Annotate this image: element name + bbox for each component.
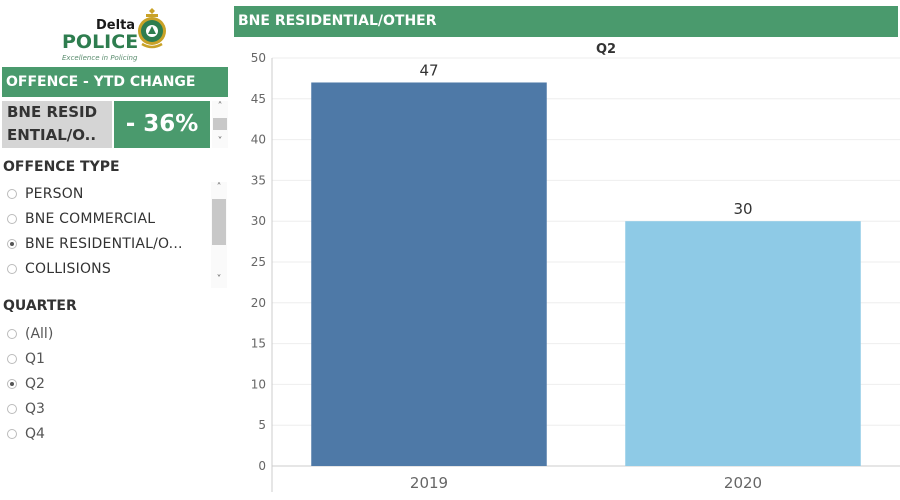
radio-icon[interactable] bbox=[7, 329, 17, 339]
radio-icon[interactable] bbox=[7, 404, 17, 414]
ytd-scrollbar[interactable]: ˄ ˅ bbox=[212, 101, 228, 148]
quarter-option-label: Q4 bbox=[25, 426, 45, 442]
y-tick-label: 50 bbox=[251, 51, 266, 65]
ytd-change-header: OFFENCE - YTD CHANGE bbox=[2, 67, 228, 97]
quarter-option-label: Q2 bbox=[25, 376, 45, 392]
radio-selected-icon[interactable] bbox=[7, 239, 17, 249]
radio-icon[interactable] bbox=[7, 354, 17, 364]
ytd-change-card: BNE RESID ENTIAL/O.. - 36% ˄ ˅ bbox=[2, 101, 228, 148]
scroll-down-icon[interactable]: ˅ bbox=[217, 136, 223, 147]
radio-icon[interactable] bbox=[7, 264, 17, 274]
delta-police-logo: Delta POLICE Excellence in Policing bbox=[58, 4, 178, 62]
offence-option-label: COLLISIONS bbox=[25, 261, 111, 277]
offence-option-bne-commercial[interactable]: BNE COMMERCIAL bbox=[7, 208, 155, 230]
x-tick-label: 2019 bbox=[410, 474, 448, 492]
offence-scrollbar[interactable]: ˄ ˅ bbox=[211, 182, 227, 288]
quarter-option-all[interactable]: (All) bbox=[7, 323, 53, 345]
y-tick-label: 35 bbox=[251, 173, 266, 187]
panel-label: Q2 bbox=[596, 42, 616, 57]
quarter-option-label: Q1 bbox=[25, 351, 45, 367]
radio-icon[interactable] bbox=[7, 189, 17, 199]
quarter-title: QUARTER bbox=[3, 298, 77, 314]
quarter-option-label: Q3 bbox=[25, 401, 45, 417]
offence-option-person[interactable]: PERSON bbox=[7, 183, 84, 205]
logo-tagline: Excellence in Policing bbox=[62, 54, 138, 62]
ytd-offence-name: BNE RESID ENTIAL/O.. bbox=[2, 101, 112, 148]
quarter-option-q4[interactable]: Q4 bbox=[7, 423, 45, 445]
offence-option-label: BNE COMMERCIAL bbox=[25, 211, 156, 227]
scroll-down-icon[interactable]: ˅ bbox=[216, 274, 222, 285]
data-label: 30 bbox=[733, 200, 752, 218]
quarter-option-label: (All) bbox=[25, 326, 54, 342]
y-tick-label: 30 bbox=[251, 214, 266, 228]
radio-icon[interactable] bbox=[7, 214, 17, 224]
quarter-option-q1[interactable]: Q1 bbox=[7, 348, 45, 370]
y-tick-label: 40 bbox=[251, 133, 266, 147]
scroll-up-icon[interactable]: ˄ bbox=[217, 101, 223, 112]
x-tick-label: 2020 bbox=[724, 474, 762, 492]
radio-selected-icon[interactable] bbox=[7, 379, 17, 389]
ytd-offence-line2: ENTIAL/O.. bbox=[7, 126, 97, 144]
y-tick-label: 0 bbox=[258, 459, 266, 473]
ytd-offence-line1: BNE RESID bbox=[7, 103, 98, 121]
logo-delta-text: Delta bbox=[96, 18, 136, 33]
scroll-up-icon[interactable]: ˄ bbox=[216, 182, 222, 193]
scroll-thumb[interactable] bbox=[213, 118, 227, 130]
scroll-thumb[interactable] bbox=[212, 199, 226, 245]
bar-2019 bbox=[311, 82, 547, 467]
y-tick-label: 25 bbox=[251, 255, 266, 269]
y-tick-label: 20 bbox=[251, 296, 266, 310]
data-label: 47 bbox=[419, 61, 438, 79]
offence-option-label: BNE RESIDENTIAL/O... bbox=[25, 236, 183, 252]
offence-type-title: OFFENCE TYPE bbox=[3, 159, 120, 175]
quarter-option-q3[interactable]: Q3 bbox=[7, 398, 45, 420]
bar-2020 bbox=[625, 221, 861, 466]
y-tick-label: 5 bbox=[258, 418, 266, 432]
ytd-change-value: - 36% bbox=[114, 101, 210, 148]
y-tick-label: 15 bbox=[251, 337, 266, 351]
offence-option-collisions[interactable]: COLLISIONS bbox=[7, 258, 111, 280]
quarter-option-q2[interactable]: Q2 bbox=[7, 373, 45, 395]
logo-police-text: POLICE bbox=[62, 31, 139, 53]
y-tick-label: 45 bbox=[251, 92, 266, 106]
chart-title: BNE RESIDENTIAL/OTHER bbox=[234, 6, 898, 37]
bar-chart: Q2 0 5 10 15 20 25 30 35 40 45 50 47 2019 30 2020 bbox=[251, 42, 900, 492]
y-tick-label: 10 bbox=[251, 377, 266, 391]
radio-icon[interactable] bbox=[7, 429, 17, 439]
offence-option-bne-residential[interactable]: BNE RESIDENTIAL/O... bbox=[7, 233, 183, 255]
police-crest-icon bbox=[138, 8, 166, 49]
offence-option-label: PERSON bbox=[25, 186, 84, 202]
